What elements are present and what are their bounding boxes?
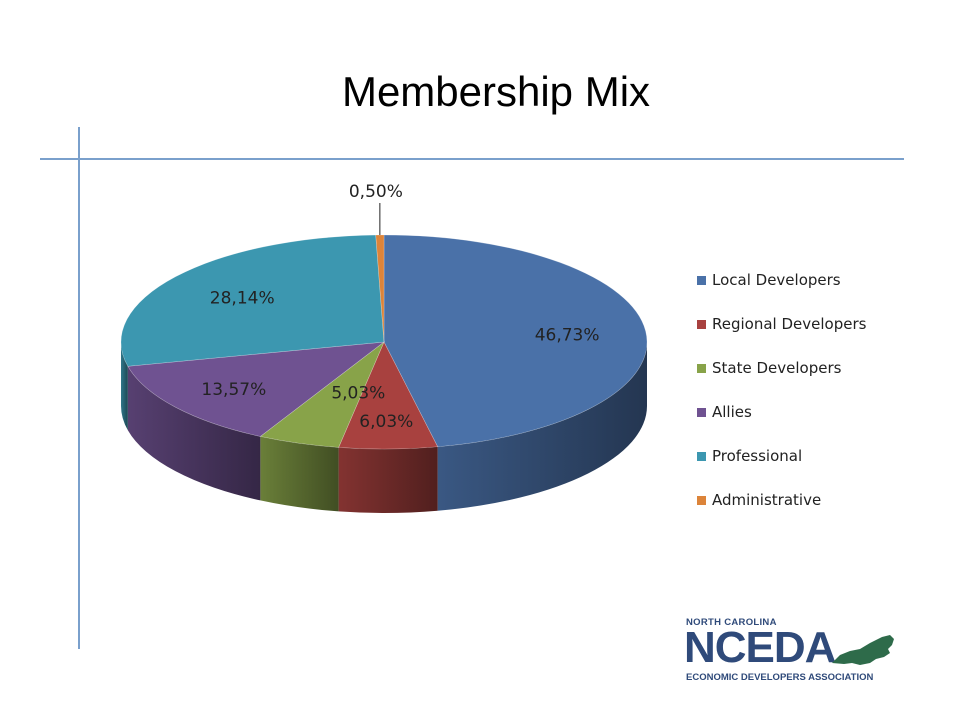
north-carolina-map-icon	[832, 635, 894, 665]
pie-side-professional	[121, 342, 128, 431]
legend-item: Local Developers	[697, 258, 866, 302]
legend-label: Administrative	[712, 491, 822, 509]
pie-slice-regional-developers	[338, 341, 439, 450]
data-labels: 46,73% 6,03% 5,03% 13,57% 28,14% 0,50%	[201, 182, 599, 432]
legend-swatch	[697, 319, 706, 329]
data-label-administrative: 0,50%	[349, 182, 403, 202]
logo-top-text: NORTH CAROLINA	[686, 617, 777, 628]
nceda-logo: NORTH CAROLINA NCEDA ECONOMIC DEVELOPERS…	[684, 617, 906, 687]
legend-item: Allies	[697, 390, 866, 434]
legend-swatch	[697, 495, 706, 505]
slide-title: Membership Mix	[341, 68, 651, 115]
legend-item: Professional	[697, 434, 866, 478]
data-label-regional-developers: 6,03%	[359, 412, 413, 432]
pie-top	[120, 234, 648, 450]
legend-label: Regional Developers	[712, 315, 867, 333]
data-label-local-developers: 46,73%	[535, 325, 600, 345]
legend-item: Regional Developers	[697, 302, 866, 346]
pie-slice-professional	[120, 234, 385, 367]
logo-bottom-text: ECONOMIC DEVELOPERS ASSOCIATION	[686, 672, 874, 683]
logo-main-text: NCEDA	[684, 623, 836, 672]
legend-label: Allies	[712, 403, 752, 421]
chart-legend: Local Developers Regional Developers State…	[697, 258, 866, 522]
legend-label: Professional	[712, 447, 803, 465]
horizontal-rule	[40, 158, 904, 160]
pie-slice-allies	[127, 341, 386, 437]
legend-swatch	[697, 407, 706, 417]
pie-side-regional-developers	[338, 446, 438, 513]
legend-swatch	[697, 363, 706, 373]
pie-side-local-developers	[437, 342, 647, 511]
legend-item: State Developers	[697, 346, 866, 390]
legend-swatch	[697, 451, 706, 461]
legend-label: Local Developers	[712, 271, 841, 289]
pie-slice-administrative	[375, 234, 385, 343]
pie-slice-state-developers	[259, 341, 385, 448]
pie-sides	[121, 342, 647, 513]
vertical-rule	[78, 127, 80, 649]
data-label-state-developers: 5,03%	[331, 383, 385, 403]
pie-side-allies	[127, 366, 261, 501]
legend-label: State Developers	[712, 359, 842, 377]
legend-swatch	[697, 275, 706, 285]
pie-slice-local-developers	[383, 234, 648, 448]
legend-item: Administrative	[697, 478, 866, 522]
data-label-allies: 13,57%	[201, 380, 266, 400]
pie-side-state-developers	[260, 436, 339, 512]
data-label-professional: 28,14%	[210, 289, 275, 309]
